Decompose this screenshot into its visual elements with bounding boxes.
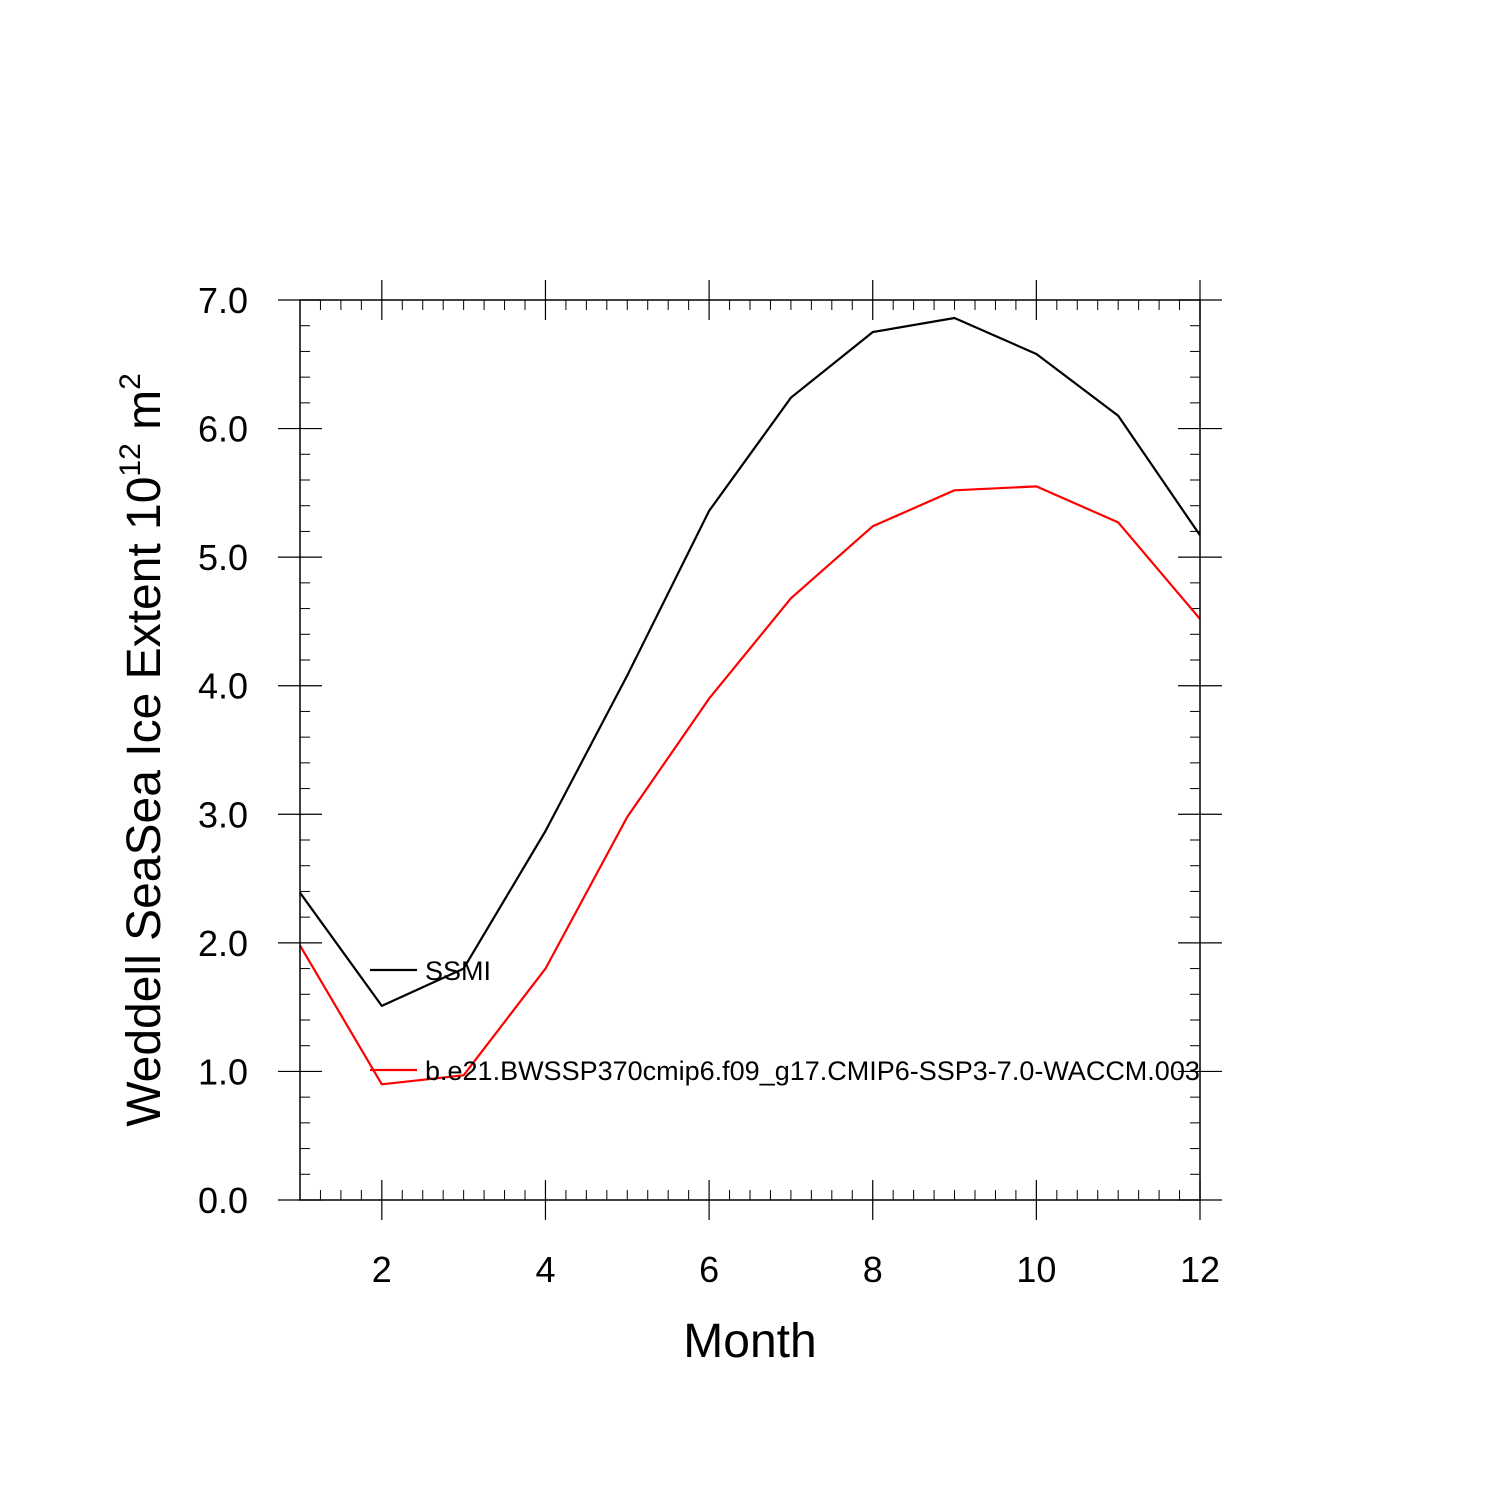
- y-tick-label: 1.0: [198, 1051, 248, 1092]
- y-axis-title-unit: m: [118, 390, 171, 443]
- plot-frame: [299, 299, 1201, 1201]
- y-tick-label: 0.0: [198, 1180, 248, 1221]
- y-tick-label: 6.0: [198, 409, 248, 450]
- legend-label-2: b.e21.BWSSP370cmip6.f09_g17.CMIP6-SSP3-7…: [425, 1056, 1200, 1086]
- x-tick-label: 8: [863, 1249, 883, 1290]
- x-tick-label: 6: [699, 1249, 719, 1290]
- legend-label-1: SSMI: [425, 956, 491, 986]
- x-tick-label: 12: [1180, 1249, 1220, 1290]
- series-layer: [299, 316, 1201, 1086]
- x-tick-label: 2: [372, 1249, 392, 1290]
- series-line-1: [299, 316, 1201, 1008]
- series-line-2: [299, 485, 1201, 1086]
- y-axis-title-unit-exponent: 2: [114, 373, 147, 390]
- y-tick-label: 7.0: [198, 280, 248, 321]
- legend: SSMI b.e21.BWSSP370cmip6.f09_g17.CMIP6-SS…: [370, 956, 1200, 1086]
- y-tick-label: 2.0: [198, 923, 248, 964]
- y-tick-labels: 0.0 1.0 2.0 3.0 4.0 5.0 6.0 7.0: [198, 280, 248, 1221]
- y-tick-label: 4.0: [198, 666, 248, 707]
- x-axis-title: Month: [683, 1315, 816, 1368]
- y-tick-label: 5.0: [198, 537, 248, 578]
- x-tick-labels: 2 4 6 8 10 12: [372, 1249, 1220, 1290]
- y-axis-title-main: Weddell SeaSea Ice Extent 10: [118, 477, 171, 1127]
- y-axis-title-exponent: 12: [114, 443, 147, 476]
- y-tick-label: 3.0: [198, 794, 248, 835]
- x-tick-label: 4: [535, 1249, 555, 1290]
- x-tick-label: 10: [1016, 1249, 1056, 1290]
- y-axis-title: Weddell SeaSea Ice Extent 1012 m2: [114, 373, 171, 1127]
